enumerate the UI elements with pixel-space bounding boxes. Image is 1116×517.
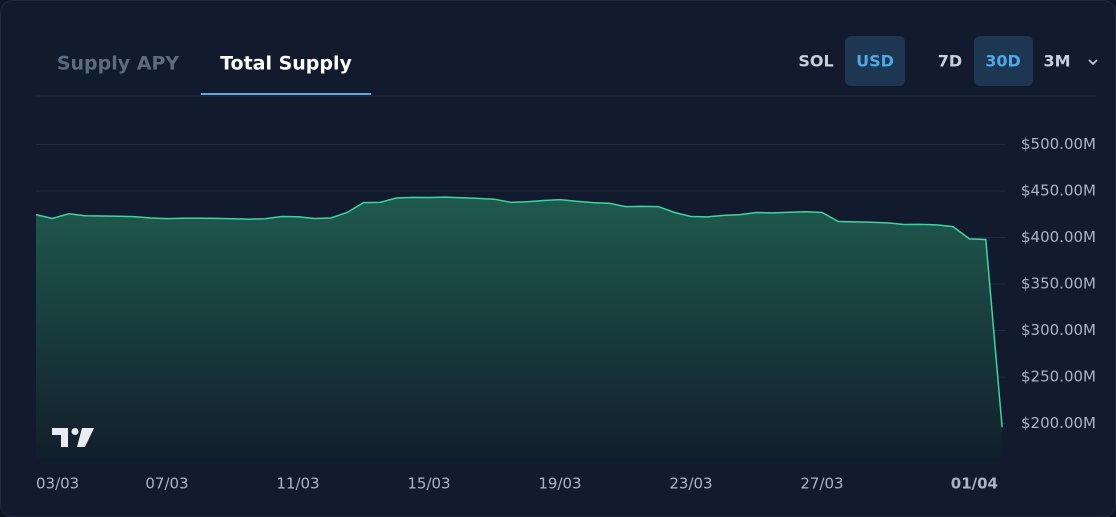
x-tick-label: 07/03: [145, 475, 188, 493]
ranges-button[interactable]: 3M: [1043, 52, 1070, 71]
y-tick-label: $350.00M: [1021, 275, 1096, 293]
y-tick-label: $250.00M: [1021, 368, 1096, 386]
y-tick-label: $450.00M: [1021, 182, 1096, 200]
y-tick-label: $500.00M: [1021, 135, 1096, 153]
x-tick-label: 19/03: [538, 475, 581, 493]
currency-active-bg: [845, 36, 905, 86]
line: [35, 196, 1003, 428]
y-tick-label: $200.00M: [1021, 414, 1096, 432]
currency-button[interactable]: SOL: [798, 52, 833, 71]
x-tick-label: 11/03: [276, 475, 319, 493]
tv-logo: [52, 428, 94, 447]
x-tick-label: 23/03: [669, 475, 712, 493]
currency-button[interactable]: USD: [856, 52, 894, 71]
y-tick-label: $300.00M: [1021, 321, 1096, 339]
x-tick-label: 15/03: [407, 475, 450, 493]
tab[interactable]: Supply APY: [57, 53, 180, 75]
x-tick-label: 03/03: [36, 475, 79, 493]
x-tick-label: 01/04: [951, 475, 998, 493]
tab[interactable]: Total Supply: [220, 53, 352, 75]
area-fill: [36, 197, 1003, 458]
ranges-button[interactable]: 7D: [938, 52, 962, 71]
x-tick-label: 27/03: [800, 475, 843, 493]
tab-underline: [201, 93, 371, 95]
dropdown-chevron[interactable]: [1088, 59, 1098, 66]
ranges-button[interactable]: 30D: [985, 52, 1021, 71]
y-tick-label: $400.00M: [1021, 228, 1096, 246]
ranges-active-bg: [974, 36, 1033, 86]
